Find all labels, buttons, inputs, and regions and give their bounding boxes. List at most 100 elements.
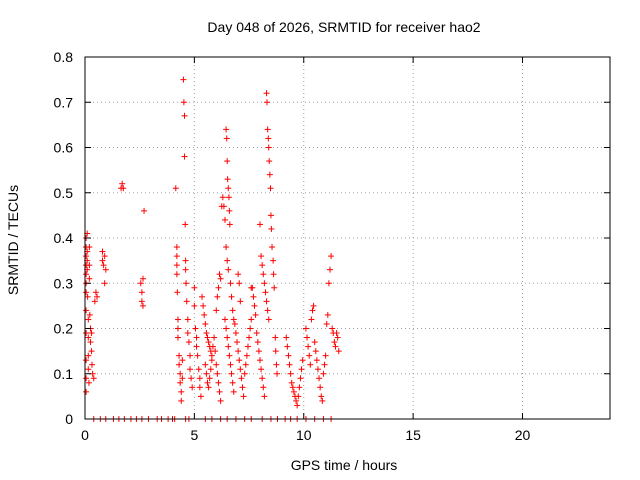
data-point [222,216,228,223]
data-point [309,307,316,314]
data-point [86,244,93,251]
data-point [215,284,222,291]
data-point [304,334,311,341]
data-point [174,289,181,296]
data-point [252,311,259,318]
data-point [269,244,276,251]
data-point [223,126,230,133]
data-point [174,325,181,332]
data-point [294,402,301,409]
data-point [89,361,95,368]
data-point [255,348,262,355]
data-point [90,375,97,382]
axis-ticks: 0 5 10 15 20 0 0.1 0.2 0.3 0.4 0.5 0.6 0.7 0.8 [54,49,610,443]
data-point [185,339,192,346]
data-point [99,257,106,264]
data-point [274,370,281,377]
data-point [173,262,180,269]
data-point [270,271,277,278]
data-point [204,334,211,341]
data-point [320,370,327,377]
data-point [302,325,309,332]
data-point [138,289,145,296]
data-point [209,343,216,350]
data-point [289,384,296,391]
data-point [222,316,228,323]
data-point [307,361,314,368]
data-point [241,370,248,377]
data-point [102,266,109,273]
data-point [264,126,271,133]
data-point [181,153,188,160]
data-point [285,352,292,359]
data-point [263,90,270,97]
data-point [216,388,223,395]
data-point [100,262,107,269]
data-point [83,289,90,296]
data-point [83,388,90,395]
data-point [83,307,90,314]
data-point [323,320,330,327]
y-tick-label: 0.6 [54,140,74,156]
data-point [139,275,146,282]
data-point [83,271,90,278]
data-point [189,384,196,391]
data-point [228,370,235,377]
data-point [228,293,235,300]
data-point [83,330,90,337]
data-point [259,375,266,382]
plot-frame [84,56,611,420]
data-point [86,275,93,282]
data-point [223,135,230,142]
data-point [215,379,222,386]
data-point [188,375,195,382]
data-point [208,357,215,364]
data-point [86,262,93,269]
data-point [201,311,208,318]
data-point [195,366,202,373]
data-point [311,339,318,346]
data-point [235,271,242,278]
data-point [119,180,126,187]
data-point [333,330,340,337]
data-point [260,271,267,278]
data-point [191,302,198,309]
data-point [314,366,321,373]
data-point [244,343,251,350]
y-tick-label: 0.2 [54,321,74,337]
data-point [206,375,213,382]
data-point [120,185,127,192]
data-point [250,293,257,300]
data-point [295,393,302,400]
data-point [310,302,317,309]
data-point [248,316,255,323]
data-point [138,298,145,305]
data-point [283,334,290,341]
data-point [200,302,207,309]
data-point [231,320,238,327]
data-point [173,271,180,278]
data-point [293,397,300,404]
data-point [271,284,278,291]
data-point [213,307,220,314]
data-point [225,343,232,350]
data-point [267,212,274,219]
data-point [181,112,188,119]
data-point [84,293,91,300]
data-point [203,330,210,337]
data-point [141,207,148,214]
data-point [176,352,183,359]
data-point [232,330,239,337]
data-points [83,76,342,422]
data-point [296,384,303,391]
data-point [236,357,243,364]
data-point [220,203,227,210]
data-point [203,370,210,377]
data-point [92,289,99,296]
x-tick-label: 10 [296,427,312,443]
data-point [226,221,233,228]
data-point [288,379,295,386]
data-point [272,334,279,341]
y-tick-label: 0 [65,411,73,427]
